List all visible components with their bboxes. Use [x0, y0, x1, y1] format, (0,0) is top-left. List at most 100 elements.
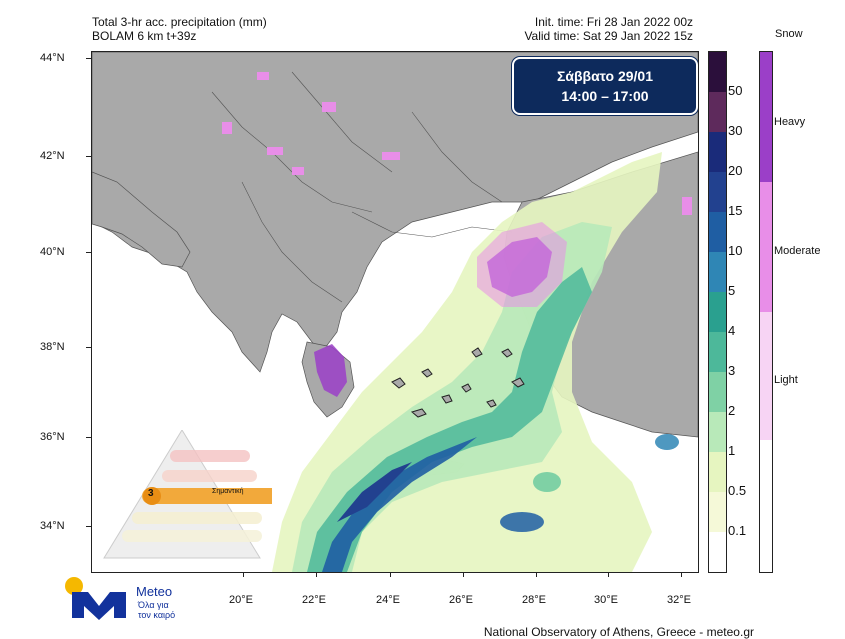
- snow-fleck-1: [257, 72, 269, 80]
- lon-28: 28°E: [522, 594, 546, 606]
- land-italy: [92, 171, 191, 268]
- precipitation-map: Σάββατο 29/01 14:00 – 17:00 3 Σημαντική: [91, 51, 699, 573]
- lat-34: 34°N: [40, 520, 65, 532]
- meteo-logo-icon: [65, 577, 126, 620]
- map-title: Total 3-hr acc. precipitation (mm) BOLAM…: [92, 15, 267, 43]
- snow-fleck-4: [267, 147, 283, 155]
- colorbar-band: [709, 372, 726, 412]
- colorbar-label: 1: [728, 443, 736, 458]
- map-canvas: [92, 52, 698, 572]
- snow-heavy-label: Heavy: [774, 116, 806, 128]
- snow-peloponnese: [314, 344, 347, 397]
- lon-tick: [536, 572, 537, 577]
- lon-30: 30°E: [594, 594, 618, 606]
- meteo-tagline-1: Όλα για: [138, 600, 169, 610]
- snow-scale-title: Snow: [775, 28, 803, 40]
- colorbar-label: 10: [728, 243, 743, 258]
- snow-fleck-3: [382, 152, 400, 160]
- lat-40: 40°N: [40, 246, 65, 258]
- lon-tick: [681, 572, 682, 577]
- colorbar-label: 3: [728, 363, 736, 378]
- snow-light-label: Light: [774, 374, 798, 386]
- precip-cell-3: [533, 472, 561, 492]
- lon-tick: [316, 572, 317, 577]
- snow-moderate-label: Moderate: [774, 245, 821, 257]
- colorbar-band: [709, 92, 726, 132]
- colorbar-label: 50: [728, 83, 743, 98]
- colorbar-label: 4: [728, 323, 736, 338]
- lon-tick: [608, 572, 609, 577]
- colorbar-band: [709, 412, 726, 452]
- lat-38: 38°N: [40, 341, 65, 353]
- precip-intense: [322, 437, 477, 572]
- colorbar-label: 30: [728, 123, 743, 138]
- colorbar-band: [709, 332, 726, 372]
- precip-cell-1: [500, 512, 544, 532]
- snow-fleck-2: [322, 102, 336, 112]
- forecast-hours: 14:00 – 17:00: [561, 88, 649, 104]
- lon-tick: [463, 572, 464, 577]
- snow-fleck-6: [292, 167, 304, 175]
- level-4-bar: [162, 470, 257, 482]
- lon-32: 32°E: [667, 594, 691, 606]
- colorbar-band: [709, 292, 726, 332]
- valid-time: Valid time: Sat 29 Jan 2022 15z: [524, 29, 693, 43]
- time-info: Init. time: Fri 28 Jan 2022 00z Valid ti…: [524, 15, 693, 43]
- active-level-label: Σημαντική: [212, 488, 244, 495]
- pyramid-graphic: [103, 430, 272, 559]
- snow-moderate-aegean: [477, 222, 567, 307]
- level-5-bar: [170, 450, 250, 462]
- lat-tick: [86, 58, 91, 59]
- active-level-number: 3: [148, 488, 154, 499]
- lat-36: 36°N: [40, 431, 65, 443]
- meteo-tagline: Όλα για τον καιρό: [138, 600, 175, 620]
- snow-light-band: [760, 312, 772, 440]
- lat-tick: [86, 437, 91, 438]
- snow-moderate-band: [760, 182, 772, 312]
- lon-26: 26°E: [449, 594, 473, 606]
- level-2-bar: [132, 512, 262, 524]
- lon-20: 20°E: [229, 594, 253, 606]
- lat-tick: [86, 347, 91, 348]
- colorbar-band: [709, 532, 726, 572]
- snow-fleck-5: [222, 122, 232, 134]
- colorbar-label: 2: [728, 403, 736, 418]
- warning-level-pyramid: 3 Σημαντική: [102, 430, 272, 560]
- snow-colorbar: [759, 51, 773, 573]
- colorbar-label: 0.5: [728, 483, 747, 498]
- init-time: Init. time: Fri 28 Jan 2022 00z: [534, 15, 693, 29]
- precip-cell-2: [655, 434, 679, 450]
- precipitation-colorbar: [708, 51, 727, 573]
- lat-44: 44°N: [40, 52, 65, 64]
- lat-tick: [86, 526, 91, 527]
- colorbar-label: 15: [728, 203, 743, 218]
- footer-credit: National Observatory of Athens, Greece -…: [483, 625, 754, 639]
- colorbar-band: [709, 172, 726, 212]
- snow-none-band: [760, 440, 772, 572]
- colorbar-band: [709, 52, 726, 92]
- colorbar-band: [709, 252, 726, 292]
- snow-heavy-band: [760, 52, 772, 182]
- colorbar-band: [709, 212, 726, 252]
- level-3-bar: [142, 488, 272, 504]
- lon-22: 22°E: [302, 594, 326, 606]
- meteo-brand-name: Meteo: [136, 584, 173, 599]
- country-borders: [211, 71, 513, 303]
- title-line-1: Total 3-hr acc. precipitation (mm): [92, 15, 267, 29]
- snow-fleck-7: [682, 197, 692, 215]
- lon-tick: [243, 572, 244, 577]
- forecast-time-box: Σάββατο 29/01 14:00 – 17:00: [512, 57, 698, 115]
- precip-core: [337, 462, 412, 522]
- forecast-day: Σάββατο 29/01: [556, 68, 654, 84]
- lat-tick: [86, 252, 91, 253]
- colorbar-label: 5: [728, 283, 736, 298]
- title-line-2: BOLAM 6 km t+39z: [92, 29, 197, 43]
- meteo-tagline-2: τον καιρό: [138, 610, 176, 620]
- level-3-marker: [143, 487, 161, 505]
- colorbar-label: 0.1: [728, 523, 747, 538]
- colorbar-band: [709, 452, 726, 492]
- colorbar-band: [709, 132, 726, 172]
- lon-24: 24°E: [376, 594, 400, 606]
- aegean-islands: [391, 347, 525, 418]
- level-1-bar: [122, 530, 262, 542]
